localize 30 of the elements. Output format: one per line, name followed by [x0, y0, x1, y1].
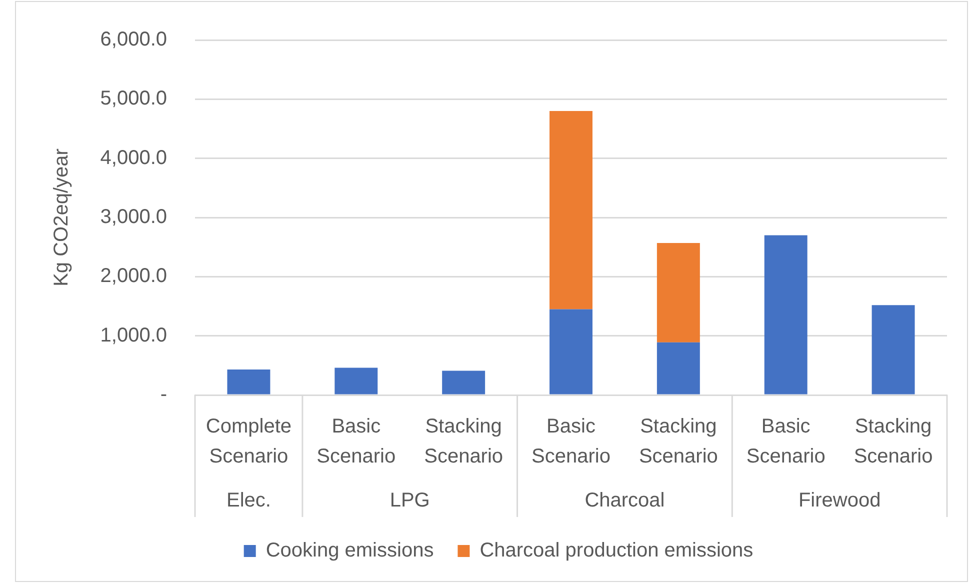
y-tick-label: 3,000.0: [100, 206, 167, 228]
x-tick-label: Basic Scenario: [532, 416, 610, 468]
x-tick-label: Stacking Scenario: [854, 416, 933, 468]
bar: [334, 368, 378, 394]
y-tick-label: 6,000.0: [100, 28, 167, 51]
bar: [227, 370, 270, 394]
y-tick-label: -: [160, 384, 167, 406]
y-tick-label: 2,000.0: [100, 265, 167, 288]
text: Firewood: [798, 490, 881, 512]
x-tick-label: Stacking Scenario: [638, 416, 718, 468]
y-tick-label: 5,000.0: [100, 88, 167, 110]
bar: [550, 111, 592, 310]
legend-label: Charcoal production emissions: [480, 540, 754, 562]
x-tick-label: Stacking Scenario: [424, 416, 504, 468]
x-tick-label: Complete Scenario: [206, 416, 292, 468]
legend-label: Cooking emissions: [266, 540, 434, 562]
text: Elec.: [226, 490, 271, 512]
bar: [656, 242, 700, 342]
text: LPG: [390, 490, 430, 512]
bar: [442, 370, 486, 394]
x-tick-label: Basic Scenario: [316, 416, 396, 468]
bar: [872, 305, 915, 394]
y-tick-label: 1,000.0: [100, 324, 167, 346]
bar: [764, 235, 808, 394]
bar: [656, 342, 700, 394]
y-axis-title: Kg CO2eq/year: [50, 148, 73, 286]
bar: [550, 309, 592, 394]
text: Charcoal: [584, 490, 665, 512]
x-tick-label: Basic Scenario: [746, 416, 826, 468]
y-tick-label: 4,000.0: [100, 146, 167, 169]
